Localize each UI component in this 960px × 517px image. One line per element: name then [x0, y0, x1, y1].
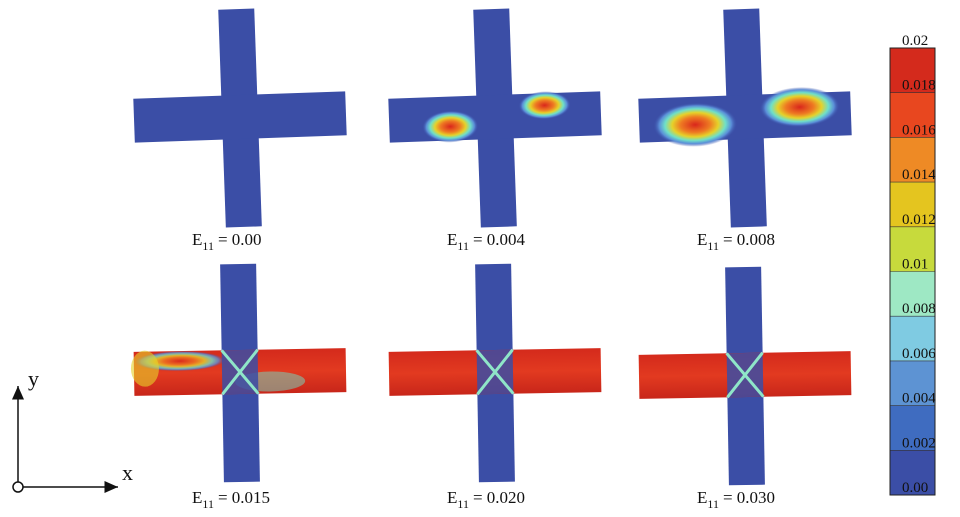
colorbar-band: [890, 182, 935, 227]
shear-band: [475, 348, 515, 396]
colorbar-band: [890, 92, 935, 138]
colorbar-label: 0.00: [902, 480, 928, 496]
strain-zone: [653, 102, 738, 147]
strain-label: E11 = 0.015: [192, 488, 270, 511]
colorbar-label: 0.018: [902, 78, 936, 94]
strain-label: E11 = 0.020: [447, 488, 525, 511]
colorbar-band: [890, 450, 935, 495]
origin: [12, 481, 24, 493]
strain-label: E11 = 0.004: [447, 230, 526, 253]
label-value: = 0.030: [723, 488, 775, 507]
colorbar-band: [890, 137, 935, 183]
strain-label: E11 = 0.030: [697, 488, 775, 511]
label-symbol: E: [447, 488, 457, 507]
label-value: = 0.015: [218, 488, 270, 507]
colorbar-band: [890, 360, 935, 406]
cross: [388, 263, 602, 483]
label-symbol: E: [447, 230, 457, 249]
y-label: y: [28, 366, 39, 391]
colorbar-band: [890, 226, 935, 272]
colorbar-band: [890, 316, 935, 361]
colorbar-label: 0.01: [902, 257, 928, 273]
label-value: = 0.008: [723, 230, 775, 249]
shear-band: [725, 351, 765, 399]
strain-label: E11 = 0.00: [192, 230, 262, 253]
label-subscript: 11: [457, 497, 469, 511]
cross: [638, 266, 852, 486]
colorbar-label: 0.004: [902, 391, 936, 407]
label-value: = 0.020: [473, 488, 525, 507]
cross: [638, 8, 852, 228]
label-subscript: 11: [707, 497, 719, 511]
colorbar-label: 0.014: [902, 167, 936, 183]
label-symbol: E: [192, 488, 202, 507]
colorbar-label: 0.002: [902, 435, 936, 451]
strain-zone: [518, 91, 571, 120]
cross: [130, 263, 347, 483]
label-subscript: 11: [202, 239, 214, 253]
strain-zone: [759, 87, 840, 128]
colorbar-label: 0.008: [902, 301, 936, 317]
colorbar-label: 0.012: [902, 212, 936, 228]
label-symbol: E: [697, 488, 707, 507]
horizontal-arm: [388, 91, 602, 143]
cross: [133, 8, 347, 228]
label-subscript: 11: [457, 239, 469, 253]
label-subscript: 11: [707, 239, 719, 253]
colorbar: 0.02 0.018 0.016 0.014 0.012 0.01 0.008 0.006 0.…: [889, 33, 936, 496]
axes-triad: y x: [12, 366, 133, 493]
label-symbol: E: [697, 230, 707, 249]
colorbar-label: 0.016: [902, 122, 936, 138]
strain-zone: [422, 110, 479, 143]
label-value: = 0.00: [218, 230, 262, 249]
shear-band: [220, 348, 260, 396]
colorbar-band: [890, 48, 935, 93]
label-symbol: E: [192, 230, 202, 249]
strain-label: E11 = 0.008: [697, 230, 775, 253]
label-subscript: 11: [202, 497, 214, 511]
x-label: x: [122, 460, 133, 485]
colorbar-label: 0.006: [902, 346, 936, 362]
cross: [388, 8, 602, 228]
colorbar-frame: [889, 47, 936, 496]
horizontal-arm: [133, 91, 347, 143]
colorbar-band: [890, 405, 935, 451]
label-value: = 0.004: [473, 230, 526, 249]
strain-band: [130, 350, 159, 387]
colorbar-band: [890, 271, 935, 317]
colorbar-label: 0.02: [902, 33, 928, 49]
